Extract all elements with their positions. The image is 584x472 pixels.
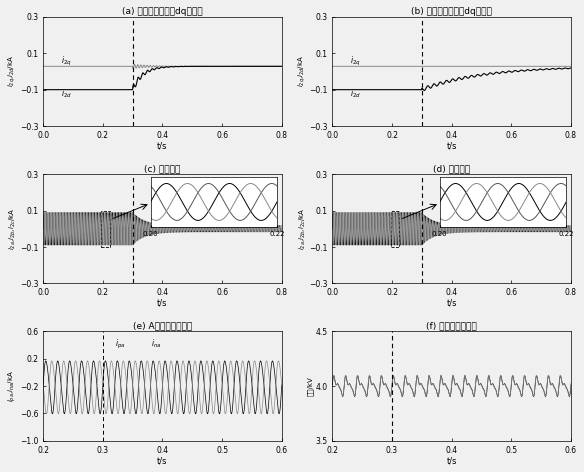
Title: (b) 内部二倍频环流dq轴分量: (b) 内部二倍频环流dq轴分量	[411, 7, 492, 16]
Text: $i_{2d}$: $i_{2d}$	[61, 87, 72, 100]
Title: (f) 子模块电容电压: (f) 子模块电容电压	[426, 321, 477, 330]
Text: $i_{2q}$: $i_{2q}$	[350, 55, 361, 68]
Title: (e) A相上下桥臂电流: (e) A相上下桥臂电流	[133, 321, 192, 330]
Bar	[102, 211, 110, 247]
Bar	[391, 211, 399, 247]
Y-axis label: 电压/kV: 电压/kV	[307, 376, 314, 396]
Y-axis label: $i_{2q}$,$i_{2d}$/kA: $i_{2q}$,$i_{2d}$/kA	[7, 55, 19, 87]
X-axis label: t/s: t/s	[446, 299, 457, 308]
X-axis label: t/s: t/s	[157, 456, 168, 465]
Title: (d) 三相环流: (d) 三相环流	[433, 164, 470, 173]
Y-axis label: $i_{pa}$,$i_{na}$/kA: $i_{pa}$,$i_{na}$/kA	[7, 370, 19, 402]
Text: $i_{pa}$: $i_{pa}$	[115, 338, 125, 351]
X-axis label: t/s: t/s	[446, 456, 457, 465]
Text: $i_{na}$: $i_{na}$	[151, 337, 161, 350]
Y-axis label: $i_{2a}$,$i_{2b}$,$i_{2c}$/kA: $i_{2a}$,$i_{2b}$,$i_{2c}$/kA	[297, 208, 308, 250]
Y-axis label: $i_{2q}$,$i_{2d}$/kA: $i_{2q}$,$i_{2d}$/kA	[296, 55, 308, 87]
Title: (a) 内部二倍频环流dq轴分量: (a) 内部二倍频环流dq轴分量	[122, 7, 203, 16]
X-axis label: t/s: t/s	[157, 142, 168, 151]
Text: $i_{2d}$: $i_{2d}$	[350, 87, 361, 100]
Title: (c) 三相环流: (c) 三相环流	[144, 164, 180, 173]
Y-axis label: $i_{2a}$,$i_{2b}$,$i_{2c}$/kA: $i_{2a}$,$i_{2b}$,$i_{2c}$/kA	[8, 208, 19, 250]
X-axis label: t/s: t/s	[157, 299, 168, 308]
Text: $i_{2q}$: $i_{2q}$	[61, 55, 72, 68]
X-axis label: t/s: t/s	[446, 142, 457, 151]
